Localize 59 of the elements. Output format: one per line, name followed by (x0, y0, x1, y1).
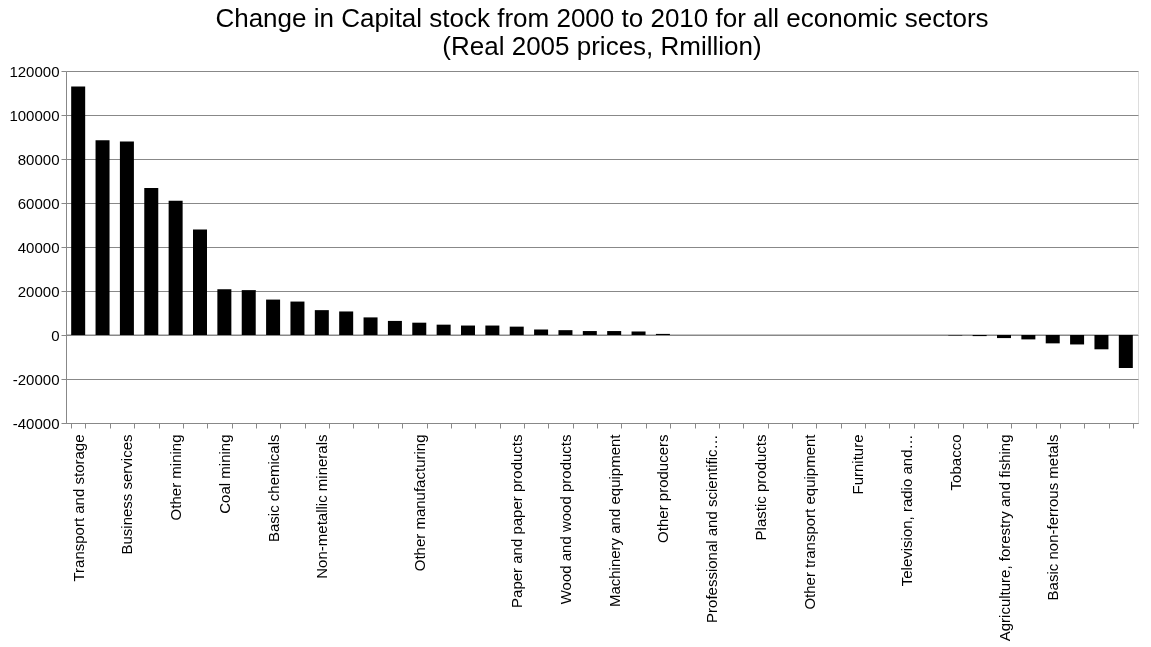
bar (607, 331, 622, 335)
x-tick-label: Television, radio and… (898, 434, 916, 587)
bar (71, 86, 86, 335)
bar (582, 331, 597, 335)
bar (485, 325, 500, 335)
bar (1045, 335, 1060, 344)
x-tick-label: Basic chemicals (264, 434, 282, 543)
bar (436, 324, 451, 335)
bar (339, 311, 354, 335)
x-tick-label: Professional and scientific… (703, 434, 721, 623)
bar (412, 322, 427, 335)
bar (266, 299, 281, 335)
bar (363, 317, 378, 335)
bar (534, 329, 549, 335)
x-tick-label: Other manufacturing (410, 434, 428, 572)
y-tick-label: 100000 (9, 106, 60, 124)
bar (95, 140, 110, 335)
y-tick-label: 0 (51, 326, 60, 344)
bar (997, 335, 1011, 339)
x-tick-label: Non-metallic minerals (313, 434, 331, 579)
y-tick-label: 60000 (17, 194, 60, 212)
x-tick-label: Paper and paper products (508, 434, 526, 608)
x-tick-label: Basic non-ferrous metals (1044, 434, 1062, 601)
y-tick-label: -20000 (12, 370, 60, 388)
y-tick-label: -40000 (12, 414, 60, 432)
y-tick-label: 80000 (17, 150, 60, 168)
bar (1070, 335, 1085, 345)
x-tick-label: Wood and wood products (556, 434, 574, 605)
y-tick-label: 40000 (17, 238, 60, 256)
x-tick-label: Other producers (654, 434, 672, 543)
bar (314, 310, 329, 335)
x-tick-label: Machinery and equipment (605, 433, 623, 608)
bar (461, 325, 475, 335)
bar (144, 188, 159, 335)
bar (1118, 335, 1133, 368)
x-tick-label: Coal mining (215, 434, 233, 514)
x-tick-label: Business services (118, 434, 136, 555)
bar (509, 326, 524, 335)
y-tick-label: 20000 (17, 282, 60, 300)
bar (217, 289, 232, 335)
x-tick-label: Tobacco (946, 434, 964, 491)
bar (1021, 335, 1036, 340)
bar (387, 320, 402, 335)
x-tick-label: Plastic products (751, 434, 769, 541)
x-tick-label: Agriculture, forestry and fishing (995, 434, 1013, 642)
x-tick-label: Other transport equipment (800, 433, 818, 610)
bar (290, 301, 305, 335)
bar (558, 330, 573, 335)
x-tick-label: Furniture (849, 434, 867, 495)
bar (119, 141, 134, 335)
bar (193, 229, 207, 335)
bar (241, 290, 256, 335)
bar (1094, 335, 1109, 350)
bar (631, 331, 646, 335)
x-tick-label: Transport and storage (69, 434, 87, 582)
chart-title: Change in Capital stock from 2000 to 2010 for all economic sectors (Real 2005 prices, Rmillion) (215, 3, 989, 61)
y-tick-label: 120000 (9, 62, 60, 80)
x-tick-label: Other mining (167, 434, 185, 521)
bar (168, 200, 183, 335)
